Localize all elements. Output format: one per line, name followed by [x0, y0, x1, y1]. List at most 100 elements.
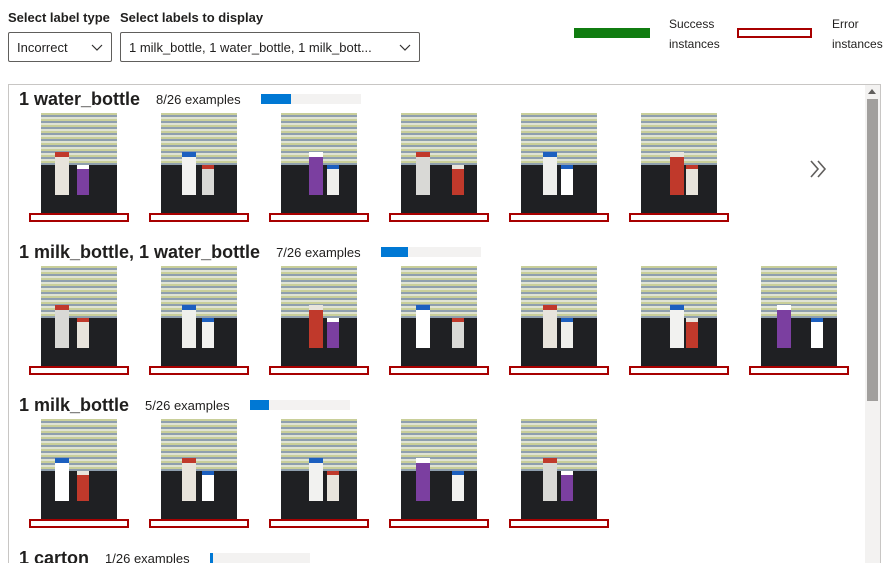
error-instance-marker [149, 213, 249, 222]
label-group: 1 milk_bottle, 1 water_bottle 7/26 exampl… [9, 240, 866, 393]
example-tile[interactable] [29, 113, 129, 225]
error-instance-marker [509, 519, 609, 528]
example-tile[interactable] [269, 419, 369, 531]
example-tile[interactable] [629, 113, 729, 225]
labels-display-dropdown[interactable]: 1 milk_bottle, 1 water_bottle, 1 milk_bo… [120, 32, 420, 62]
group-progress-fill [249, 400, 269, 410]
example-tile[interactable] [269, 266, 369, 378]
chevron-down-icon [91, 44, 103, 51]
example-image[interactable] [281, 266, 357, 366]
example-image[interactable] [641, 266, 717, 366]
error-instance-marker [269, 366, 369, 375]
example-tile[interactable] [389, 419, 489, 531]
example-tile[interactable] [509, 419, 609, 531]
group-count: 8/26 examples [156, 91, 241, 107]
error-instance-marker [389, 213, 489, 222]
group-header: 1 milk_bottle, 1 water_bottle 7/26 exampl… [19, 240, 481, 264]
error-legend-text: Error instances [832, 14, 883, 54]
example-image[interactable] [761, 266, 837, 366]
group-progress-fill [209, 553, 214, 563]
example-image[interactable] [521, 113, 597, 213]
error-instance-marker [29, 519, 129, 528]
group-progress-bar [249, 400, 350, 410]
group-progress-bar [380, 247, 481, 257]
example-image[interactable] [281, 113, 357, 213]
example-image[interactable] [161, 419, 237, 519]
error-instance-marker [749, 366, 849, 375]
group-title: 1 milk_bottle [19, 394, 130, 415]
labels-display-value: 1 milk_bottle, 1 water_bottle, 1 milk_bo… [129, 39, 372, 55]
error-instance-marker [149, 519, 249, 528]
example-image[interactable] [401, 419, 477, 519]
example-tile[interactable] [389, 113, 489, 225]
group-progress-bar [209, 553, 310, 563]
example-image[interactable] [401, 113, 477, 213]
example-image[interactable] [401, 266, 477, 366]
example-tile[interactable] [389, 266, 489, 378]
labels-display-label: Select labels to display [120, 10, 264, 25]
example-tile[interactable] [149, 113, 249, 225]
example-image[interactable] [521, 266, 597, 366]
group-header: 1 milk_bottle 5/26 examples [19, 393, 350, 417]
example-image[interactable] [521, 419, 597, 519]
example-tile[interactable] [29, 419, 129, 531]
example-image[interactable] [281, 419, 357, 519]
group-title: 1 milk_bottle, 1 water_bottle [19, 241, 261, 262]
error-instance-marker [389, 519, 489, 528]
label-type-dropdown[interactable]: Incorrect [8, 32, 112, 62]
group-title: 1 carton [19, 547, 90, 563]
success-legend-text: Success instances [669, 14, 720, 54]
error-line2: instances [832, 37, 883, 51]
group-progress-bar [260, 94, 361, 104]
example-image[interactable] [161, 113, 237, 213]
example-image[interactable] [41, 113, 117, 213]
example-tile[interactable] [749, 266, 849, 378]
error-instance-marker [29, 213, 129, 222]
examples-scroll-area: 1 water_bottle 8/26 examples 1 milk_bottle… [9, 85, 866, 563]
error-instance-marker [509, 213, 609, 222]
error-instance-marker [29, 366, 129, 375]
scroll-up-icon[interactable] [868, 89, 876, 94]
example-tile[interactable] [149, 419, 249, 531]
error-instance-marker [269, 213, 369, 222]
example-image[interactable] [41, 419, 117, 519]
error-instance-marker [269, 519, 369, 528]
error-swatch [737, 28, 812, 38]
group-progress-fill [260, 94, 292, 104]
label-group: 1 water_bottle 8/26 examples [9, 87, 866, 240]
group-count: 1/26 examples [105, 550, 190, 563]
next-page-button[interactable] [805, 157, 833, 181]
error-instance-marker [509, 366, 609, 375]
error-instance-marker [629, 366, 729, 375]
example-tile[interactable] [509, 266, 609, 378]
success-line1: Success [669, 17, 715, 31]
vertical-scrollbar[interactable] [865, 85, 880, 563]
example-tile[interactable] [29, 266, 129, 378]
label-type-value: Incorrect [17, 39, 68, 55]
group-progress-fill [380, 247, 408, 257]
success-swatch [574, 28, 650, 38]
group-header: 1 water_bottle 8/26 examples [19, 87, 361, 111]
label-group: 1 carton 1/26 examples [9, 546, 866, 563]
example-tile[interactable] [509, 113, 609, 225]
example-tile[interactable] [269, 113, 369, 225]
scrollbar-thumb[interactable] [867, 99, 878, 401]
error-instance-marker [149, 366, 249, 375]
error-instance-marker [389, 366, 489, 375]
chevron-down-icon [399, 44, 411, 51]
error-line1: Error [832, 17, 859, 31]
example-image[interactable] [161, 266, 237, 366]
example-tile[interactable] [629, 266, 729, 378]
group-title: 1 water_bottle [19, 88, 141, 109]
error-instance-marker [629, 213, 729, 222]
example-image[interactable] [41, 266, 117, 366]
group-count: 7/26 examples [276, 244, 361, 260]
group-header: 1 carton 1/26 examples [19, 546, 310, 563]
label-type-label: Select label type [8, 10, 110, 25]
success-line2: instances [669, 37, 720, 51]
label-group: 1 milk_bottle 5/26 examples [9, 393, 866, 546]
example-image[interactable] [641, 113, 717, 213]
examples-panel: 1 water_bottle 8/26 examples 1 milk_bottle… [8, 84, 881, 563]
example-tile[interactable] [149, 266, 249, 378]
group-count: 5/26 examples [145, 397, 230, 413]
